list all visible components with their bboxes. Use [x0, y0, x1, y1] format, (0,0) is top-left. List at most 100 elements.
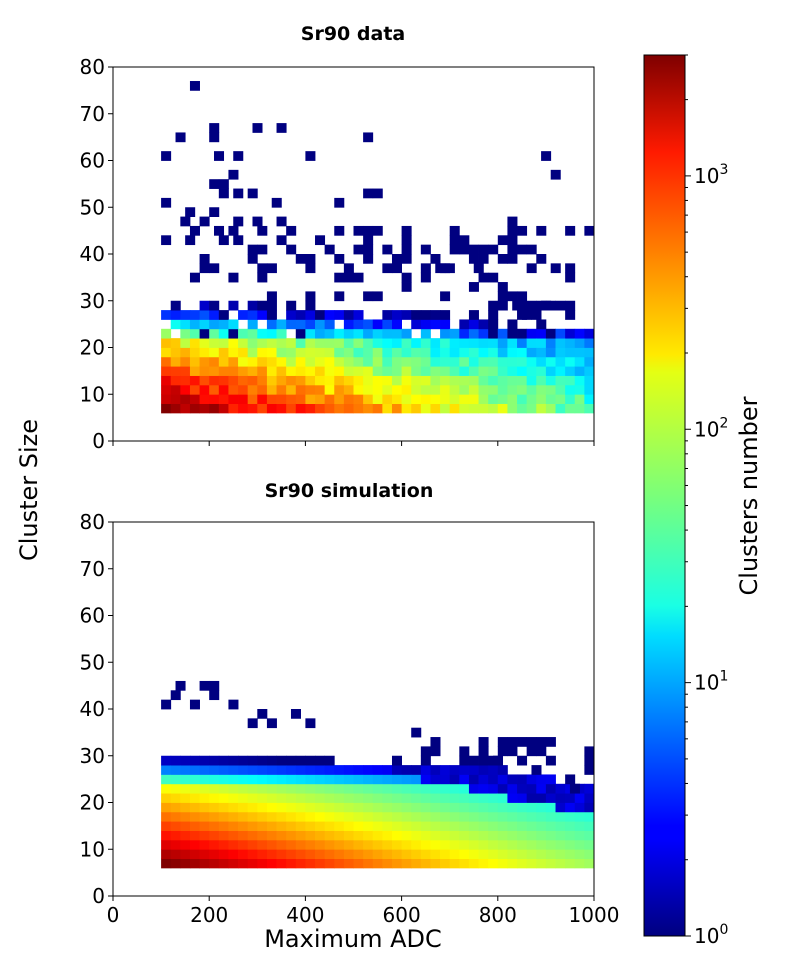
heat-cell	[391, 254, 402, 264]
heat-cell	[517, 394, 528, 404]
heat-cell	[228, 839, 239, 850]
heat-cell-sparse	[175, 680, 186, 691]
heat-cell	[372, 821, 383, 831]
heat-cell	[382, 356, 393, 367]
heat-cell	[488, 384, 499, 395]
y-tick-label: 30	[80, 744, 105, 768]
heat-cell	[276, 328, 287, 339]
heat-cell	[218, 830, 229, 841]
heat-cell	[324, 830, 335, 841]
heat-cell	[430, 746, 441, 757]
heat-cell	[189, 839, 200, 850]
heat-cell	[382, 394, 393, 404]
heat-cell	[189, 384, 200, 395]
heat-cell	[468, 774, 479, 785]
heat-cell	[353, 244, 364, 255]
heat-cell	[449, 403, 460, 414]
heat-cell	[363, 783, 374, 794]
heat-cell	[401, 328, 412, 339]
heat-cell	[266, 839, 277, 850]
heat-cell	[565, 830, 576, 841]
heat-cell	[170, 310, 181, 320]
heat-cell	[315, 375, 326, 386]
heat-cell	[238, 356, 249, 367]
heat-cell	[353, 811, 364, 822]
heat-cell	[286, 793, 297, 803]
heat-cell	[276, 319, 287, 330]
heat-cell-sparse	[290, 709, 301, 719]
heat-cell	[565, 793, 576, 803]
heat-cell	[228, 225, 239, 236]
heat-cell	[468, 254, 479, 264]
heat-cell	[257, 783, 268, 794]
heat-cell	[266, 765, 277, 775]
heat-cell	[257, 839, 268, 850]
heat-cell-sparse	[531, 765, 542, 775]
heat-cell	[526, 328, 537, 339]
heat-cell	[257, 755, 268, 766]
heat-cell	[199, 356, 210, 367]
heat-cell-sparse	[214, 225, 225, 236]
heat-cell	[372, 394, 383, 404]
heat-cell	[497, 821, 508, 831]
heat-cell	[353, 375, 364, 386]
heat-cell	[189, 793, 200, 803]
heat-cell	[488, 783, 499, 794]
heat-cell	[488, 765, 499, 775]
heat-cell	[295, 755, 306, 766]
heat-cell	[189, 319, 200, 330]
heat-cell	[449, 366, 460, 376]
heat-cell	[517, 384, 528, 395]
heat-cell-sparse	[363, 188, 374, 199]
heat-cell	[189, 375, 200, 386]
heat-cell-sparse	[512, 300, 523, 311]
heat-cell	[276, 765, 287, 775]
heat-cell	[199, 774, 210, 785]
heat-cell	[391, 765, 402, 775]
heat-cell	[199, 811, 210, 822]
heat-cell	[276, 774, 287, 785]
heat-cell	[266, 300, 277, 311]
heat-cell	[411, 384, 422, 395]
heat-cell-sparse	[175, 132, 186, 143]
heat-cell	[497, 783, 508, 794]
heat-cell	[363, 811, 374, 822]
heat-cell	[343, 394, 354, 404]
heat-cell	[199, 310, 210, 320]
heat-cell	[488, 366, 499, 376]
heat-cell	[574, 821, 585, 831]
heat-cell	[545, 849, 556, 859]
heat-cell	[478, 821, 489, 831]
y-tick-label: 50	[80, 650, 105, 674]
heat-cell	[584, 839, 594, 850]
heat-cell	[497, 384, 508, 395]
heat-cell	[420, 403, 431, 414]
heat-cell	[401, 849, 412, 859]
heat-cell	[545, 328, 556, 339]
heat-cell	[382, 811, 393, 822]
heat-cell	[180, 403, 191, 414]
heat-cell	[401, 338, 412, 348]
heat-cell	[526, 811, 537, 822]
heat-cell	[305, 849, 316, 859]
heat-cell	[286, 849, 297, 859]
heat-cell	[555, 338, 566, 348]
heat-cell	[545, 366, 556, 376]
heat-cell	[526, 403, 537, 414]
heat-cell	[295, 774, 306, 785]
colorbar-tick-label: 100	[694, 922, 728, 948]
heat-cell	[449, 821, 460, 831]
heat-cell	[382, 244, 393, 255]
heat-cell	[420, 821, 431, 831]
heat-cell	[526, 783, 537, 794]
heat-cell	[478, 737, 489, 747]
heat-cell	[555, 403, 566, 414]
heat-cell	[401, 830, 412, 841]
heat-cell	[536, 347, 547, 358]
heat-cell	[334, 347, 345, 358]
heat-cell	[478, 394, 489, 404]
heat-cell	[324, 839, 335, 850]
heat-cell	[189, 821, 200, 831]
heat-cell	[507, 244, 518, 255]
heat-cell	[440, 328, 451, 339]
